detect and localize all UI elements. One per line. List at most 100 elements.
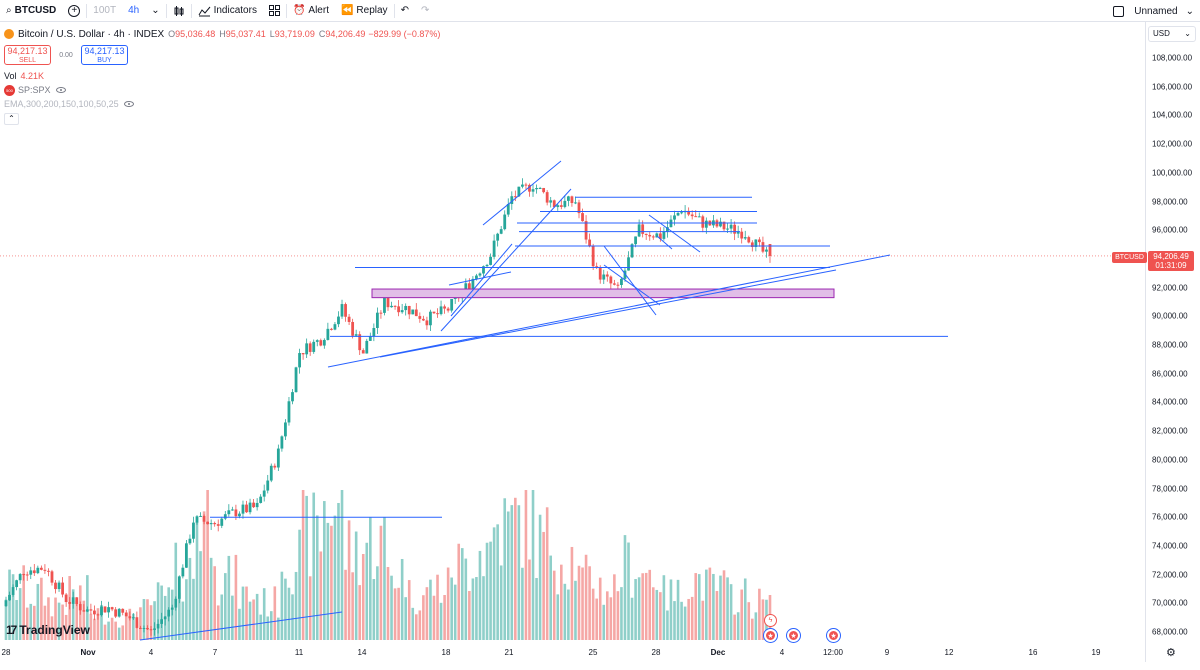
candle-body (276, 448, 280, 468)
volume-bar (439, 602, 443, 640)
price-scale-label: 74,000.00 (1152, 541, 1188, 551)
symbol-search[interactable]: ⌕ BTCUSD (0, 0, 62, 22)
volume-bar (110, 617, 114, 640)
spx-compare-row[interactable]: 500 SP:SPX (4, 83, 440, 97)
layout-checkbox[interactable] (1113, 5, 1125, 17)
candle-body (757, 239, 761, 243)
volume-bar (192, 578, 195, 640)
volume-bar (552, 570, 556, 640)
volume-bar (641, 573, 644, 640)
volume-bar (277, 617, 280, 640)
low-value: 93,719.09 (274, 29, 315, 39)
candle-body (701, 216, 705, 228)
candle-body (471, 278, 475, 290)
volume-bar (273, 586, 277, 640)
chevron-down-icon: ⌄ (151, 5, 160, 16)
volume-bar (574, 580, 577, 640)
time-axis-label: 12:00 (822, 648, 844, 657)
candle-body (241, 504, 245, 514)
volume-bar (365, 542, 369, 640)
price-scale-label: 90,000.00 (1152, 311, 1188, 321)
replay-button[interactable]: ⏪ Replay (335, 0, 394, 22)
candle-body (319, 340, 323, 346)
buy-button[interactable]: 94,217.13 BUY (81, 45, 128, 65)
candle-body (697, 216, 701, 218)
layouts-button[interactable] (263, 0, 286, 22)
candle-body (29, 570, 33, 575)
chart-legend: Bitcoin / U.S. Dollar · 4h · INDEX O 95,… (4, 27, 440, 125)
candle-body (340, 304, 344, 317)
volume-bar (308, 576, 312, 640)
candle-body (620, 278, 623, 285)
volume-bar (521, 567, 524, 640)
layout-chevron-icon[interactable]: ⌄ (1185, 5, 1194, 17)
lightning-icon[interactable]: ϟ (764, 614, 777, 627)
volume-bar (422, 595, 425, 640)
time-axis-label: 25 (588, 648, 598, 657)
chart-type-button[interactable] (167, 0, 191, 22)
us-flag-icon[interactable]: ★ (764, 629, 777, 642)
indicators-button[interactable]: Indicators (192, 0, 263, 22)
candle-body (110, 607, 114, 610)
volume-value: 4.21K (20, 71, 45, 81)
support-zone (371, 288, 835, 299)
volume-bar (124, 612, 128, 640)
candle-body (768, 244, 772, 256)
volume-bar (729, 584, 733, 640)
us-flag-icon[interactable]: ★ (827, 629, 840, 642)
interval-option-4h[interactable]: 4h (128, 5, 140, 16)
candle-body (552, 200, 556, 208)
interval-dropdown[interactable]: ⌄ (145, 0, 165, 22)
candle-body (761, 242, 765, 252)
toolbar-divider (86, 3, 88, 18)
redo-button[interactable]: ↷ (415, 0, 435, 22)
volume-bar (174, 542, 178, 640)
volume-bar (248, 601, 252, 640)
alert-button[interactable]: ⏰ Alert (287, 0, 335, 22)
volume-bar (252, 599, 255, 640)
volume-bar (496, 524, 499, 640)
trend-line (379, 269, 837, 358)
currency-selector[interactable]: USD ⌄ (1148, 26, 1196, 42)
layout-name[interactable]: Unnamed (1134, 5, 1178, 17)
volume-bar (11, 574, 15, 640)
volume-bar (340, 490, 344, 640)
volume-bar (602, 604, 606, 640)
volume-bar (238, 608, 241, 640)
buy-price: 94,217.13 (84, 46, 125, 56)
candle-body (676, 212, 680, 216)
interval-option-100t[interactable]: 100T (93, 5, 117, 16)
volume-bar (460, 548, 464, 640)
us-flag-icon[interactable]: ★ (787, 629, 800, 642)
ema-indicator-row[interactable]: EMA,300,200,150,100,50,25 (4, 97, 440, 111)
eye-icon[interactable] (55, 87, 66, 93)
candle-body (245, 504, 248, 513)
candle-body (96, 614, 100, 616)
toolbar-divider (393, 3, 395, 18)
undo-button[interactable]: ↶ (395, 0, 415, 22)
volume-bar (531, 490, 535, 640)
candle-body (574, 202, 577, 204)
candle-body (407, 305, 411, 315)
volume-bar (132, 613, 135, 640)
candle-body (71, 597, 75, 604)
volume-legend-row[interactable]: Vol 4.21K (4, 69, 440, 83)
volume-bar (726, 577, 729, 640)
candle-body (337, 316, 340, 325)
volume-bar (255, 593, 259, 640)
candle-body (690, 214, 694, 217)
compare-symbol-button[interactable]: + (62, 0, 86, 22)
candle-body (131, 617, 135, 619)
candle-body (326, 328, 330, 340)
sell-button[interactable]: 94,217.13 SELL (4, 45, 51, 65)
candle-body (315, 340, 319, 342)
candle-body (273, 465, 277, 468)
tradingview-logo[interactable]: 17 TradingView (6, 623, 90, 637)
collapse-legend-button[interactable]: ⌃ (4, 113, 19, 125)
volume-bar (669, 579, 673, 640)
eye-icon[interactable] (123, 101, 134, 107)
gear-icon[interactable]: ⚙ (1166, 647, 1176, 659)
volume-bar (75, 600, 79, 640)
volume-bar (50, 616, 54, 640)
